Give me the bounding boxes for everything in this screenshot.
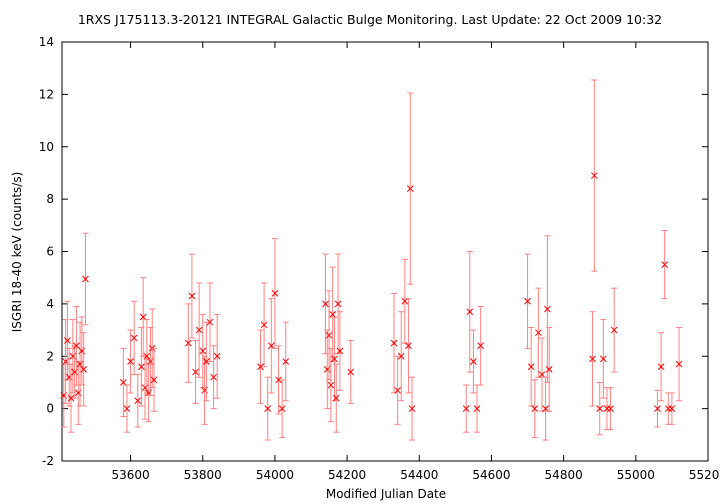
data-point xyxy=(589,355,596,363)
y-axis-label: ISGRI 18-40 keV (counts/s) xyxy=(10,172,24,333)
data-point xyxy=(150,376,158,384)
data-point xyxy=(271,290,279,297)
data-point xyxy=(267,342,275,350)
data-point xyxy=(64,337,71,344)
data-point xyxy=(654,405,661,412)
data-point xyxy=(119,379,127,386)
y-tick-label: 6 xyxy=(46,245,54,259)
data-point xyxy=(206,318,214,326)
data-point xyxy=(325,331,333,339)
data-point xyxy=(668,405,676,412)
data-point xyxy=(531,405,539,412)
data-point xyxy=(67,394,75,402)
data-point xyxy=(264,405,272,412)
data-point xyxy=(282,358,290,365)
data-point xyxy=(278,405,286,412)
x-tick-label: 54000 xyxy=(256,468,294,482)
y-tick-label: 0 xyxy=(46,402,54,416)
data-point xyxy=(332,394,340,402)
axis-ticks: -2 0 2 4 6 8 10 12 14 53600 53800 54000 54200 54400 54… xyxy=(39,35,720,482)
data-point xyxy=(210,373,217,381)
data-point xyxy=(466,308,474,316)
data-point xyxy=(329,310,337,318)
data-point xyxy=(134,397,142,405)
data-point xyxy=(73,342,80,350)
y-tick-label: 4 xyxy=(46,297,54,311)
y-tick-label: 8 xyxy=(46,192,54,206)
data-point xyxy=(599,355,607,363)
data-point xyxy=(192,368,199,376)
data-point xyxy=(390,339,398,347)
data-point xyxy=(596,405,604,412)
chart-title: 1RXS J175113.3-20121 INTEGRAL Galactic B… xyxy=(78,12,662,27)
x-axis-label: Modified Julian Date xyxy=(326,487,446,501)
x-tick-label: 53800 xyxy=(184,468,222,482)
data-point xyxy=(527,363,535,371)
data-point xyxy=(545,365,553,373)
data-point xyxy=(139,313,147,321)
data-point xyxy=(462,405,470,412)
data-point xyxy=(195,326,203,334)
data-point xyxy=(347,368,355,376)
data-point xyxy=(336,347,344,355)
plot-frame xyxy=(61,41,709,462)
data-point xyxy=(188,292,196,300)
data-point xyxy=(199,347,207,355)
y-tick-label: 2 xyxy=(46,349,54,363)
data-point xyxy=(127,358,134,365)
data-point xyxy=(590,172,598,179)
data-point xyxy=(397,352,405,360)
data-point xyxy=(405,342,412,350)
x-tick-label: 55000 xyxy=(617,468,655,482)
data-point xyxy=(275,376,282,384)
data-point xyxy=(408,405,416,412)
x-tick-label: 55200 xyxy=(689,468,720,482)
data-points xyxy=(60,79,683,441)
x-tick-label: 54200 xyxy=(328,468,366,482)
data-point xyxy=(524,297,531,305)
data-point xyxy=(657,363,665,371)
data-point xyxy=(138,363,145,371)
x-tick-label: 54600 xyxy=(472,468,510,482)
y-tick-label: 14 xyxy=(39,35,54,49)
x-tick-label: 54400 xyxy=(400,468,438,482)
data-point xyxy=(610,326,618,334)
data-point xyxy=(331,355,338,363)
data-point xyxy=(607,405,614,412)
x-tick-label: 53600 xyxy=(111,468,149,482)
data-point xyxy=(334,300,342,308)
data-point xyxy=(123,405,131,412)
data-point xyxy=(544,305,551,313)
data-point xyxy=(675,360,683,368)
data-point xyxy=(538,371,546,378)
data-point xyxy=(535,329,542,337)
y-tick-label: 10 xyxy=(39,140,54,154)
data-point xyxy=(661,261,669,268)
data-point xyxy=(473,405,481,412)
y-tick-label: -2 xyxy=(42,454,54,468)
data-point xyxy=(130,334,138,342)
x-tick-label: 54800 xyxy=(545,468,583,482)
data-point xyxy=(143,352,151,360)
data-point xyxy=(257,363,264,371)
data-point xyxy=(203,358,210,365)
data-point xyxy=(213,352,221,360)
data-point xyxy=(184,339,192,347)
data-point xyxy=(470,358,477,365)
data-point xyxy=(406,185,414,193)
data-point xyxy=(82,275,89,283)
data-point xyxy=(322,300,329,308)
data-point xyxy=(394,386,401,394)
data-point xyxy=(477,342,484,350)
data-point xyxy=(542,405,549,412)
y-tick-label: 12 xyxy=(39,87,54,101)
data-point xyxy=(260,321,268,329)
data-point xyxy=(327,381,335,389)
data-point xyxy=(80,365,88,373)
data-point xyxy=(401,297,409,305)
